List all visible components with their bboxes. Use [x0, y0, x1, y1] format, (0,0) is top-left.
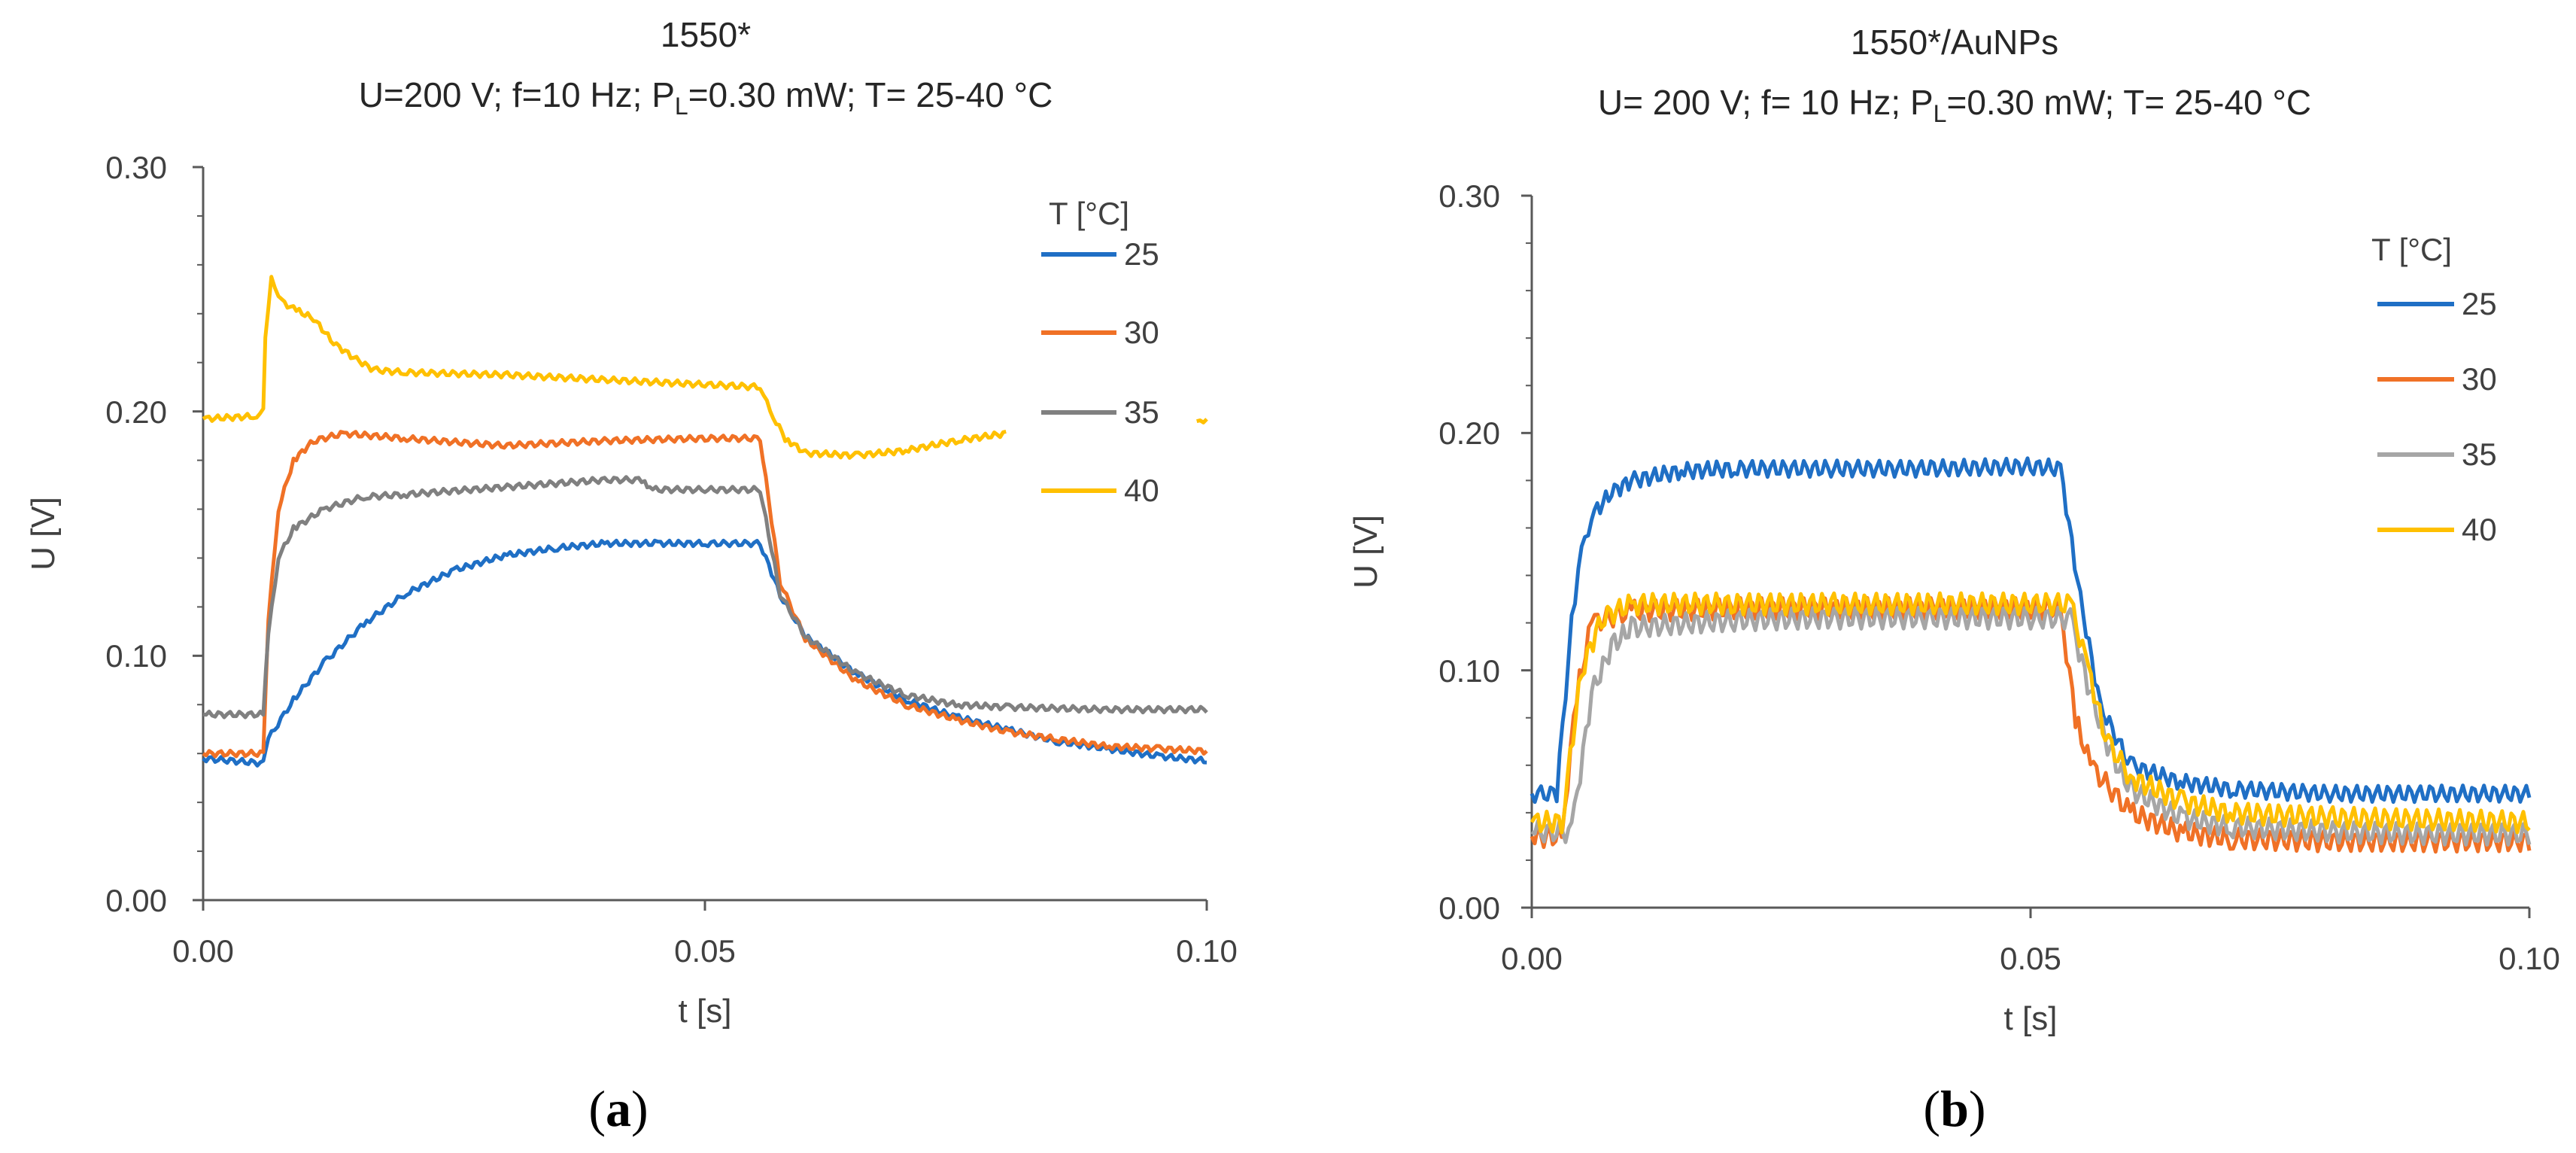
chart-a-y-tick-label: 0.00	[105, 883, 167, 918]
chart-a-series-line-40	[202, 275, 1208, 460]
chart-b-series-line-40	[1530, 591, 2531, 835]
panel-b: 1550*/AuNPs U= 200 V; f= 10 Hz; PL=0.30 …	[1347, 23, 2560, 1137]
chart-b-series-line-35	[1530, 605, 2532, 847]
chart-a-x-tick-label: 0.00	[172, 933, 234, 969]
panel-b-letter: b	[1940, 1080, 1969, 1137]
chart-b-legend-item: 40	[2377, 512, 2497, 547]
chart-a-x-axis-label: t [s]	[679, 993, 732, 1030]
panel-a-label: (a)	[588, 1080, 648, 1137]
chart-a-legend-item: 25	[1041, 236, 1159, 272]
chart-b-x-tick-label: 0.00	[1501, 941, 1563, 976]
chart-a-series-line-30	[202, 430, 1208, 759]
chart-a-ticks: 0.30 0.20 0.10 0.00 0.00 0.05 0.10	[105, 150, 1238, 969]
chart-b-y-tick-label: 0.10	[1438, 653, 1500, 689]
chart-a-series-line-25	[202, 538, 1208, 768]
panel-a: 1550* U=200 V; f=10 Hz; PL=0.30 mW; T= 2…	[25, 15, 1238, 1137]
chart-b-legend-title: T [°C]	[2371, 232, 2452, 267]
chart-b-y-tick-label: 0.30	[1438, 178, 1500, 214]
chart-b-legend-item: 25	[2377, 286, 2497, 321]
panel-a-letter: a	[606, 1080, 631, 1137]
chart-b-title: 1550*/AuNPs	[1851, 23, 2058, 62]
chart-b-x-tick-label: 0.05	[2000, 941, 2061, 976]
chart-a-title: 1550*	[661, 15, 751, 54]
chart-b-subtitle-sub: L	[1934, 100, 1947, 127]
chart-a-legend-title: T [°C]	[1049, 196, 1129, 231]
chart-a-legend-label: 30	[1124, 315, 1159, 350]
chart-b-series-line-25	[1530, 456, 2532, 805]
chart-a-series-line-35	[202, 475, 1208, 719]
chart-a-subtitle-sub: L	[675, 93, 688, 120]
chart-a-y-tick-label: 0.10	[105, 638, 167, 674]
chart-b-y-axis-label: U [V]	[1347, 515, 1384, 589]
chart-b-subtitle: U= 200 V; f= 10 Hz; PL=0.30 mW; T= 25-40…	[1598, 83, 2311, 127]
chart-a-subtitle: U=200 V; f=10 Hz; PL=0.30 mW; T= 25-40 °…	[359, 75, 1053, 120]
chart-a-subtitle-pre: U=200 V; f=10 Hz; P	[359, 75, 675, 114]
chart-b-legend-label: 25	[2462, 286, 2497, 321]
chart-a-legend-item: 30	[1041, 315, 1159, 350]
chart-a-legend-item: 40	[1041, 473, 1159, 508]
chart-b-subtitle-pre: U= 200 V; f= 10 Hz; P	[1598, 83, 1934, 122]
chart-b-y-tick-label: 0.20	[1438, 415, 1500, 451]
chart-a-legend-label: 40	[1124, 473, 1159, 508]
chart-b-legend-item: 30	[2377, 361, 2497, 397]
chart-a-y-tick-label: 0.20	[105, 394, 167, 430]
chart-a-x-tick-label: 0.10	[1176, 933, 1238, 969]
chart-a-axes	[202, 167, 1207, 902]
chart-a-subtitle-post: =0.30 mW; T= 25-40 °C	[688, 75, 1053, 114]
chart-b-legend-label: 40	[2462, 512, 2497, 547]
chart-a-legend-item: 35	[1041, 394, 1159, 430]
chart-b-legend-label: 30	[2462, 361, 2497, 397]
chart-a-legend-label: 35	[1124, 394, 1159, 430]
chart-b-legend-label: 35	[2462, 437, 2497, 472]
chart-a-y-axis-label: U [V]	[25, 497, 62, 570]
chart-b-series	[1530, 456, 2532, 854]
chart-b-x-axis-label: t [s]	[2004, 1000, 2058, 1037]
chart-b-subtitle-post: =0.30 mW; T= 25-40 °C	[1946, 83, 2311, 122]
chart-b-y-tick-label: 0.00	[1438, 890, 1500, 926]
chart-a-y-tick-label: 0.30	[105, 150, 167, 185]
panel-b-label: (b)	[1923, 1080, 1985, 1137]
chart-a-x-tick-label: 0.05	[674, 933, 736, 969]
chart-a-legend-label: 25	[1124, 236, 1159, 272]
chart-b-series-line-30	[1530, 596, 2532, 854]
chart-b-x-tick-label: 0.10	[2499, 941, 2560, 976]
chart-b-legend-item: 35	[2377, 437, 2497, 472]
chart-a-legend: T [°C] 25 30 35 40	[1041, 196, 1159, 508]
chart-b-ticks: 0.30 0.20 0.10 0.00 0.00 0.05 0.10	[1438, 178, 2560, 976]
chart-b-legend: T [°C] 25 30 35 40	[2371, 232, 2497, 547]
chart-a-series	[202, 275, 1208, 768]
